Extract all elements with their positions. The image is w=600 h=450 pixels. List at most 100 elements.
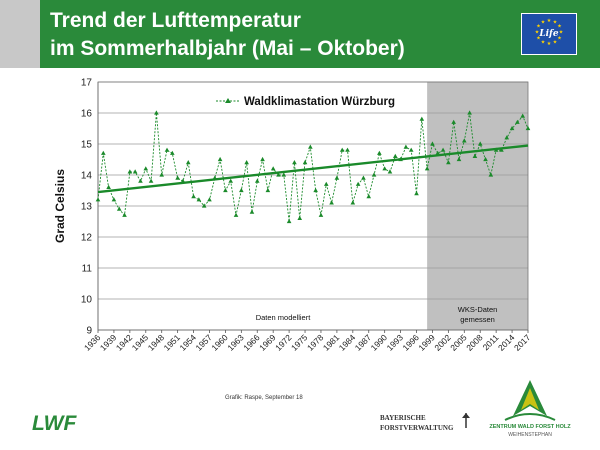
x-tick-label: 1969 — [257, 332, 278, 353]
data-point — [254, 178, 260, 183]
data-point — [164, 147, 170, 152]
x-tick-label: 1993 — [385, 332, 406, 353]
plot-frame — [97, 81, 529, 331]
x-tick-label: 1987 — [353, 332, 374, 353]
y-tick-label: 17 — [81, 78, 93, 89]
data-point — [387, 169, 393, 174]
data-point — [499, 147, 504, 152]
data-point — [472, 153, 478, 158]
data-point — [101, 150, 106, 155]
data-point — [175, 175, 180, 180]
x-tick-label: 1990 — [369, 332, 390, 353]
data-point — [509, 125, 515, 131]
y-tick-label: 9 — [86, 326, 92, 337]
x-tick-label: 1951 — [162, 332, 183, 353]
x-tick-label: 1942 — [114, 332, 135, 353]
x-tick-label: 1957 — [193, 332, 214, 353]
x-tick-label: 1960 — [209, 332, 230, 353]
data-point — [217, 156, 223, 162]
data-point — [419, 116, 425, 121]
data-point — [424, 166, 430, 171]
data-point — [308, 144, 313, 149]
x-tick-label: 1975 — [289, 332, 310, 353]
svg-text:★: ★ — [557, 24, 562, 30]
x-tick-label: 1996 — [400, 332, 421, 353]
data-point — [116, 206, 122, 211]
annotation-measured-line2: gemessen — [460, 315, 495, 324]
page-title-line2: im Sommerhalbjahr (Mai – Oktober) — [50, 37, 405, 60]
temperature-chart: 9101112131415161719361939194219451948195… — [53, 78, 533, 353]
y-tick-label: 12 — [81, 233, 93, 244]
svg-text:★: ★ — [536, 24, 541, 30]
data-point — [260, 156, 265, 162]
x-tick-label: 1936 — [82, 332, 103, 353]
data-point — [435, 150, 441, 155]
data-point — [185, 160, 191, 165]
x-tick-label: 2011 — [481, 332, 501, 352]
data-point — [191, 194, 196, 199]
svg-text:★: ★ — [541, 40, 546, 46]
legend-marker — [225, 98, 231, 103]
data-point — [461, 138, 467, 143]
data-point — [355, 181, 361, 186]
data-point — [154, 110, 159, 115]
data-point — [339, 147, 345, 152]
y-tick-label: 10 — [81, 295, 93, 306]
header-accent — [0, 0, 40, 68]
data-point — [111, 197, 117, 202]
x-tick-label: 2017 — [512, 332, 533, 353]
data-point — [483, 156, 488, 162]
data-point — [292, 160, 297, 165]
x-tick-label: 2014 — [496, 332, 517, 353]
data-point — [334, 175, 340, 180]
svg-text:★: ★ — [547, 18, 552, 24]
lwf-logo-text: LWF — [32, 412, 77, 434]
svg-text:★: ★ — [541, 20, 546, 26]
data-point — [488, 172, 494, 177]
legend-label: Waldklimastation Würzburg — [244, 96, 395, 108]
data-point — [414, 191, 419, 196]
data-point — [504, 135, 510, 140]
data-point — [451, 119, 456, 124]
x-tick-label: 1939 — [98, 332, 119, 353]
annotation-modelled: Daten modelliert — [256, 313, 312, 322]
series-line — [97, 112, 529, 222]
data-point — [520, 113, 525, 118]
data-point — [207, 197, 212, 202]
data-point — [392, 153, 398, 158]
y-tick-label: 11 — [82, 264, 93, 275]
data-point — [233, 212, 239, 217]
lwf-logo: LWF — [32, 412, 77, 434]
svg-text:★: ★ — [553, 20, 558, 26]
x-tick-label: 1945 — [130, 332, 151, 353]
data-point — [281, 172, 287, 177]
x-tick-label: 1978 — [305, 332, 326, 353]
x-tick-label: 1984 — [337, 332, 358, 353]
y-tick-label: 16 — [81, 109, 93, 120]
x-tick-label: 2005 — [448, 332, 469, 353]
data-point — [297, 215, 303, 220]
x-tick-label: 1999 — [416, 332, 437, 353]
data-point — [515, 119, 520, 124]
data-point — [430, 141, 435, 146]
x-tick-label: 2008 — [464, 332, 485, 353]
data-point — [95, 197, 101, 202]
bayern-logo-line1: BAYERISCHE — [380, 414, 426, 422]
y-tick-label: 15 — [81, 140, 93, 151]
data-point — [371, 172, 377, 177]
data-point — [159, 172, 165, 177]
data-point — [143, 166, 149, 171]
svg-text:★: ★ — [553, 40, 558, 46]
svg-text:★: ★ — [557, 36, 562, 42]
data-point — [276, 172, 281, 177]
data-point — [228, 178, 234, 183]
x-tick-label: 1954 — [178, 332, 199, 353]
data-point — [249, 209, 255, 214]
x-tick-label: 1972 — [273, 332, 294, 353]
trend-line — [97, 144, 529, 194]
data-point — [366, 194, 372, 199]
data-point — [148, 178, 154, 183]
data-point — [408, 147, 414, 152]
svg-text:★: ★ — [559, 30, 564, 36]
data-point — [467, 110, 472, 115]
